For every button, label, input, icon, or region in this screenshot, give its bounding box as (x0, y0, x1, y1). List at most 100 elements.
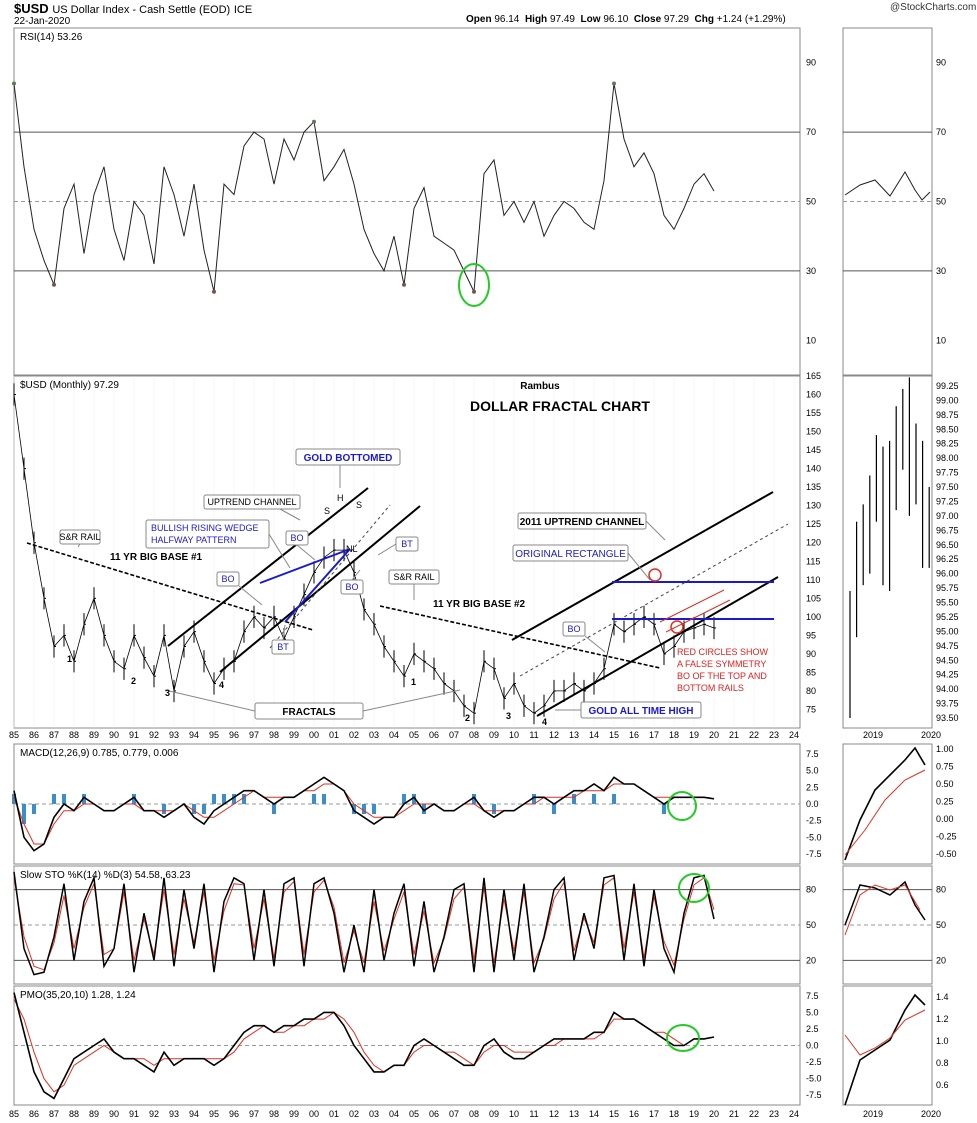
macd-y-tick: -7.5 (806, 849, 822, 859)
wave-label-1: 1 (67, 654, 72, 664)
macd-histogram-bar (12, 794, 16, 804)
uptrend-channel-bot (219, 505, 421, 673)
green-circle-macd (667, 791, 697, 821)
x-tick-label: 12 (549, 730, 559, 740)
pointer (351, 569, 361, 581)
x-tick-label: 05 (409, 730, 419, 740)
macd-histogram-bar (242, 794, 246, 804)
macd-histogram-bar (22, 804, 26, 824)
rsi-extreme-point (612, 81, 616, 86)
x-tick-label: 13 (569, 730, 579, 740)
x-tick-label: 07 (449, 730, 459, 740)
macd-histogram-bar (422, 804, 426, 814)
label-nl: NL (346, 544, 358, 554)
channel-2011-bot (536, 576, 779, 717)
label-sr-rail-2: S&R RAIL (393, 572, 434, 582)
price-inset-y-tick: 97.75 (936, 468, 959, 478)
label-bt-1: BT (277, 642, 289, 652)
pmo-y-tick: 5.0 (806, 1007, 819, 1017)
pointer (296, 544, 316, 561)
macd-histogram-bar (322, 794, 326, 804)
pmo-y-tick: 0.0 (806, 1041, 819, 1051)
x-tick-label: 93 (169, 730, 179, 740)
macd-histogram-bar (492, 804, 496, 814)
chart-header: $USD US Dollar Index - Cash Settle (EOD)… (0, 0, 977, 28)
x-tick-label: 19 (689, 1109, 699, 1119)
x-tick-label: 90 (109, 730, 119, 740)
x-tick-label: 95 (209, 1109, 219, 1119)
macd-histogram-bar (592, 794, 596, 804)
wave-label-1b: 1 (411, 677, 416, 687)
x-tick-label: 22 (749, 730, 759, 740)
author-label: Rambus (520, 381, 560, 392)
x-tick-label: 99 (289, 730, 299, 740)
x-tick-label: 12 (549, 1109, 559, 1119)
label-uptrend: UPTREND CHANNEL (207, 497, 296, 507)
red-note-line1: RED CIRCLES SHOW (677, 647, 769, 657)
rsi-inset-y-tick: 70 (936, 127, 946, 137)
rsi-y-tick: 70 (806, 127, 816, 137)
pointer (584, 635, 606, 653)
stockcharts-logo[interactable]: @StockCharts.com (890, 2, 977, 13)
pmo-inset-y-tick: 1.0 (936, 1036, 949, 1046)
x-tick-label: 00 (309, 730, 319, 740)
macd-y-tick: 2.5 (806, 782, 819, 792)
x-tick-label: 94 (189, 1109, 199, 1119)
label-gold-bottomed: GOLD BOTTOMED (304, 453, 393, 464)
uptrend-channel-top (167, 487, 369, 647)
x-tick-label: 91 (129, 1109, 139, 1119)
sr-rail-1 (26, 542, 314, 631)
x-tick-label: 23 (769, 1109, 779, 1119)
rising-wedge (259, 548, 351, 623)
x-tick-label: 13 (569, 1109, 579, 1119)
rsi-inset-y-tick: 30 (936, 266, 946, 276)
symbol-title: $USD US Dollar Index - Cash Settle (EOD)… (14, 1, 252, 16)
pmo-title: PMO(35,20,10) 1.28, 1.24 (20, 990, 136, 1001)
macd-histogram-bar (312, 794, 316, 804)
price-y-tick: 100 (806, 612, 821, 622)
x-tick-label: 09 (489, 1109, 499, 1119)
rsi-y-tick: 50 (806, 197, 816, 207)
x-tick-label: 16 (629, 1109, 639, 1119)
pointer (282, 624, 286, 641)
macd-histogram-bar (202, 804, 206, 814)
x-tick-label: 87 (49, 730, 59, 740)
price-inset-y-tick: 95.25 (936, 612, 959, 622)
rsi-y-tick: 90 (806, 58, 816, 68)
price-y-tick: 135 (806, 482, 821, 492)
macd-inset-y-tick: 1.00 (936, 744, 954, 754)
rsi-inset-y-tick: 90 (936, 58, 946, 68)
sto-k-line (13, 871, 715, 976)
sto-inset-y-tick: 80 (936, 885, 946, 895)
sto-inset-d (844, 884, 921, 936)
x-tick-label: 16 (629, 730, 639, 740)
x-tick-label: 24 (789, 730, 799, 740)
x-tick-label: 08 (469, 1109, 479, 1119)
price-title: $USD (Monthly) 97.29 (20, 380, 119, 391)
x-tick-label: 87 (49, 1109, 59, 1119)
macd-inset-y-tick: -0.25 (936, 832, 957, 842)
red-channel-bot (665, 599, 731, 633)
label-s-right: S (356, 500, 362, 510)
x-tick-label: 94 (189, 730, 199, 740)
exchange: ICE (233, 4, 253, 16)
x-tick-label: 18 (669, 1109, 679, 1119)
x-tick-label: 96 (229, 1109, 239, 1119)
x-tick-label: 98 (269, 730, 279, 740)
price-inset-y-tick: 95.50 (936, 598, 959, 608)
macd-histogram-bar (472, 794, 476, 804)
price-inset-y-tick: 97.25 (936, 496, 959, 506)
sto-inset-k (844, 880, 926, 926)
x-tick-label: 92 (149, 1109, 159, 1119)
macd-inset-signal (844, 769, 926, 856)
price-inset-y-tick: 99.00 (936, 395, 959, 405)
rsi-extreme-point (402, 282, 406, 287)
label-h: H (337, 493, 344, 503)
rsi-title: RSI(14) 53.26 (20, 32, 83, 43)
price-y-tick: 75 (806, 704, 816, 714)
macd-y-tick: -2.5 (806, 816, 822, 826)
inset-x-tick-label: 2020 (921, 730, 941, 740)
green-circle-pmo (666, 1024, 700, 1052)
label-wedge-line1: BULLISH RISING WEDGE (151, 523, 259, 533)
